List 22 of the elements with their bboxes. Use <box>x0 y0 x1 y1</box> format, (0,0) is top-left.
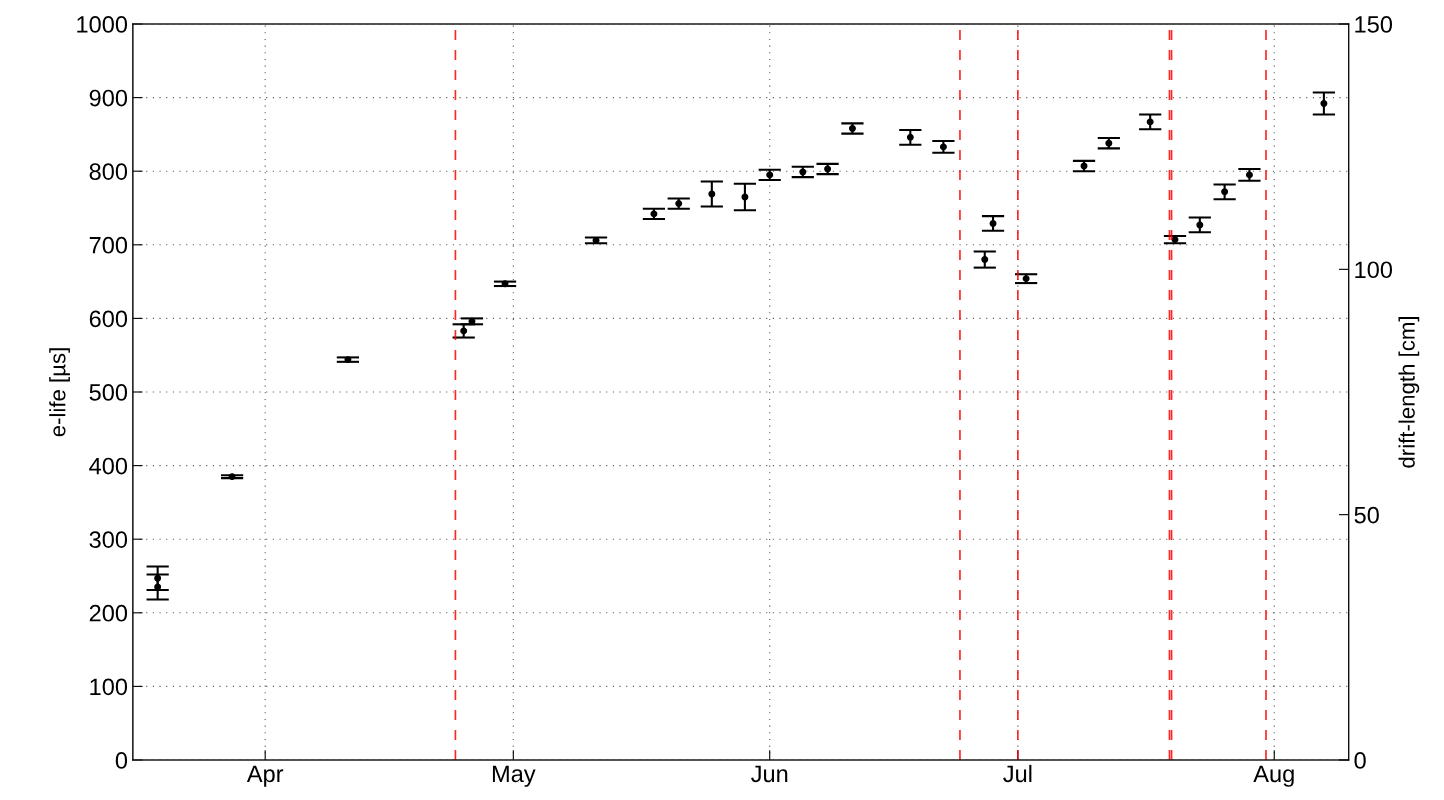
y-tick-label: 800 <box>89 163 128 180</box>
y-tick-label: 500 <box>89 384 128 401</box>
x-tick-label: Aug <box>1253 765 1294 787</box>
y-tick-label: 900 <box>89 89 128 107</box>
y-tick-label: 400 <box>89 457 128 475</box>
y2-tick-label: 150 <box>1355 16 1393 33</box>
y2-tick-label: 50 <box>1354 506 1379 524</box>
y2-tick-label: 0 <box>1354 752 1366 769</box>
x-tick-label: Apr <box>246 765 284 787</box>
y-tick-label: 600 <box>89 310 128 328</box>
x-tick-label: May <box>492 765 536 787</box>
y-axis-title: e-life [µs] <box>49 348 70 437</box>
y-tick-label: 1000 <box>77 16 128 33</box>
x-tick-label: Jun <box>751 765 788 783</box>
y-tick-label: 100 <box>90 678 128 696</box>
y2-axis-title: drift-length [cm] <box>1398 317 1420 468</box>
y-tick-label: 700 <box>89 236 128 254</box>
y-tick-label: 300 <box>89 531 128 548</box>
x-tick-label: Jul <box>1003 764 1032 783</box>
y2-tick-label: 100 <box>1355 261 1393 279</box>
y-tick-label: 0 <box>115 752 128 769</box>
y-tick-label: 200 <box>89 604 128 622</box>
